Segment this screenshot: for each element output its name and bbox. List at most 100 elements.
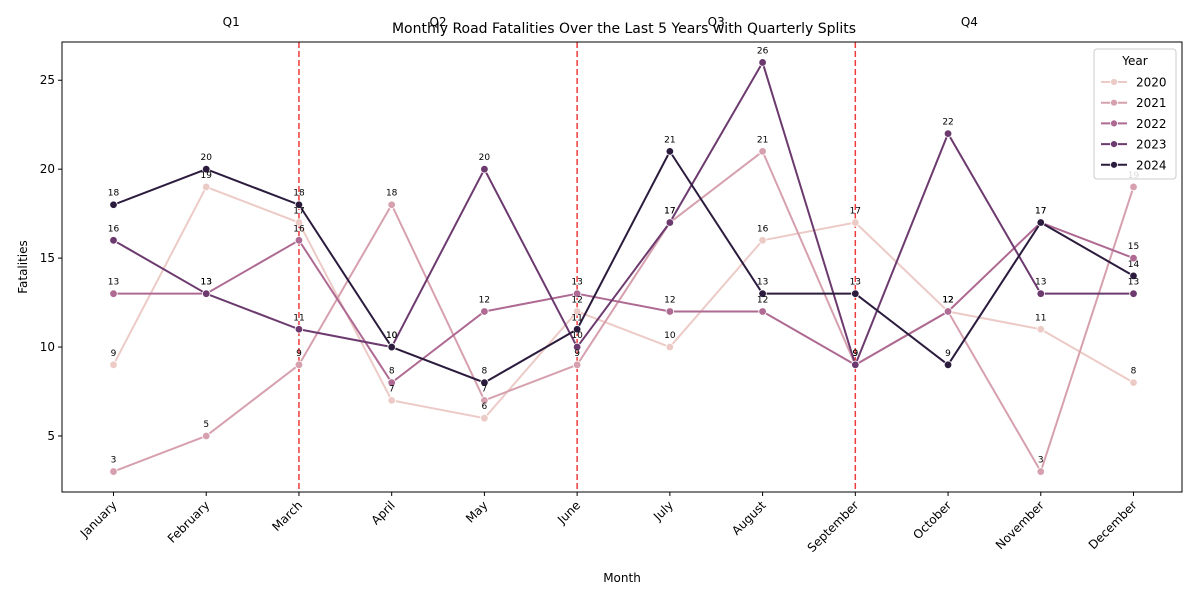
data-label-2024: 8 [482,367,488,377]
x-tick-label: July [650,498,676,524]
data-point-2021 [387,200,396,209]
data-label-2020: 17 [293,207,304,217]
data-point-2024 [943,360,953,370]
data-label-2022: 13 [108,278,119,288]
data-label-2024: 18 [108,189,120,199]
legend-label: 2020 [1136,76,1167,90]
data-point-2020 [202,182,211,192]
data-point-2022 [572,289,582,298]
data-label-2024: 21 [664,135,675,145]
x-axis-label: Month [603,571,641,585]
data-point-2021 [758,147,767,156]
data-point-2021 [1129,182,1138,192]
data-label-2021: 21 [757,135,768,145]
data-label-2020: 8 [1131,367,1137,377]
x-axis: January February March April May June July Augu… [77,492,1140,555]
data-point-2020 [480,413,489,423]
data-label-2020: 12 [942,295,953,305]
data-label-2024: 13 [850,278,861,288]
series-line-2020 [112,185,1134,420]
data-point-2023 [480,164,489,174]
data-label-2023: 22 [942,118,953,128]
data-label-2020: 12 [571,295,582,305]
data-label-2023: 26 [757,46,769,56]
data-point-2022 [758,307,767,316]
legend-marker [1110,98,1118,107]
x-tick-label: January [77,498,120,541]
data-point-2023 [109,236,118,245]
data-point-2022 [943,307,953,316]
data-label-2021: 18 [386,189,398,199]
x-tick-label: September [805,498,862,555]
x-tick-label: April [369,498,398,527]
data-label-2021: 3 [111,456,117,466]
data-label-2021: 7 [482,384,488,394]
data-point-2023 [758,58,767,67]
data-point-2024 [480,378,489,387]
data-label-2022: 13 [571,278,582,288]
data-point-2024 [1036,218,1045,227]
data-label-2020: 11 [1035,313,1046,323]
data-point-2024 [109,200,118,209]
data-point-2021 [572,360,582,370]
data-point-2022 [665,307,675,316]
data-label-2023: 13 [1128,278,1139,288]
data-point-2023 [1036,289,1045,298]
data-point-2024 [758,289,767,298]
data-label-2020: 6 [482,402,488,412]
data-point-2021 [1036,467,1045,476]
x-tick-label: October [910,498,954,542]
x-tick-label: December [1086,498,1140,552]
data-point-2022 [1129,253,1138,263]
data-point-2023 [1129,289,1138,298]
data-label-2021: 12 [942,295,953,305]
data-label-2022: 8 [389,367,395,377]
data-point-2024 [572,325,582,334]
series-line-2024 [113,150,1134,384]
series-lines [109,58,1138,476]
data-point-2020 [109,360,118,370]
data-label-2022: 12 [757,295,768,305]
series-line-2023 [113,61,1134,366]
data-label-2023: 9 [852,349,858,359]
data-point-2020 [758,236,767,245]
plot-frame [61,41,1183,493]
data-label-2020: 17 [850,207,861,217]
data-point-2021 [202,431,211,441]
data-label-2022: 12 [942,295,953,305]
data-label-2024: 10 [386,331,398,341]
data-label-2023: 13 [201,278,212,288]
data-label-2022: 16 [293,224,305,234]
y-tick-label: 25 [40,73,55,87]
legend-title: Year [1121,54,1147,68]
legend-marker [1110,140,1118,149]
data-label-2022: 17 [1035,207,1046,217]
data-point-2020 [1036,325,1045,334]
data-label-2024: 13 [757,278,768,288]
data-label-2020: 9 [111,349,117,359]
legend-marker [1110,160,1118,169]
data-label-2024: 20 [201,153,213,163]
data-point-2020 [387,396,396,405]
y-tick-label: 5 [47,429,55,443]
data-label-2021: 5 [203,420,209,430]
data-label-2020: 7 [389,384,395,394]
data-point-2023 [202,289,211,298]
data-label-2022: 15 [1128,242,1139,252]
legend-label: 2023 [1136,138,1167,152]
data-label-2020: 10 [664,331,676,341]
data-label-2022: 12 [664,295,675,305]
data-point-2022 [294,236,304,245]
data-label-2021: 17 [664,207,675,217]
data-point-2021 [294,360,304,370]
data-point-2024 [1129,271,1138,281]
data-point-2021 [109,467,118,476]
legend: Year 2020 2021 2022 2023 2024 [1093,48,1177,180]
data-point-2024 [851,289,860,298]
data-point-2023 [943,129,953,138]
data-label-2023: 20 [479,153,491,163]
data-point-2022 [480,307,489,316]
x-tick-label: June [554,498,583,527]
